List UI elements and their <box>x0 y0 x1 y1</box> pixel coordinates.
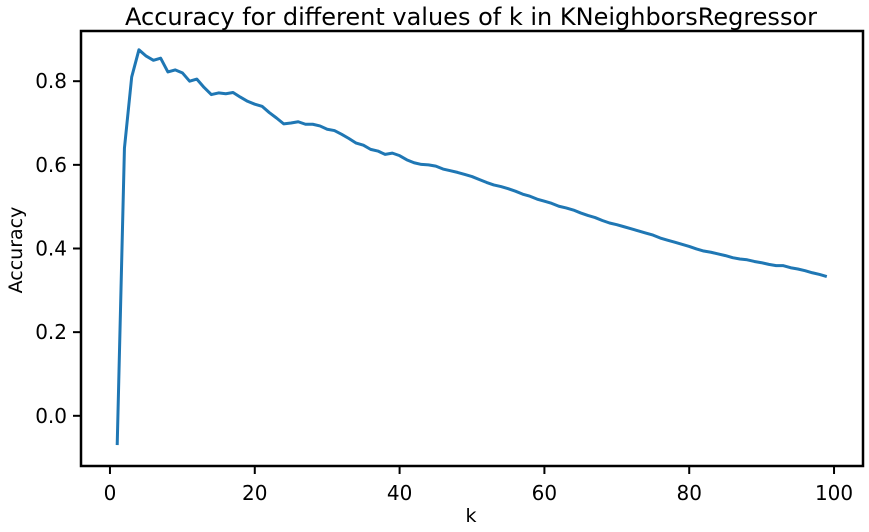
x-tick-label: 40 <box>387 481 412 505</box>
x-axis-label: k <box>465 505 476 527</box>
plot-layer <box>115 48 828 446</box>
y-tick-label: 0.4 <box>35 237 67 261</box>
x-tick-label: 60 <box>532 481 557 505</box>
chart-title: Accuracy for different values of k in KN… <box>125 3 817 31</box>
x-tick-label: 100 <box>815 481 853 505</box>
y-tick-label: 0.0 <box>35 404 67 428</box>
x-tick-label: 0 <box>104 481 117 505</box>
x-tick-label: 80 <box>676 481 701 505</box>
y-tick-label: 0.8 <box>35 69 67 93</box>
y-axis-label: Accuracy <box>5 207 27 294</box>
accuracy-series-line <box>115 48 828 446</box>
y-tick-label: 0.2 <box>35 320 67 344</box>
y-tick-label: 0.6 <box>35 153 67 177</box>
x-tick-label: 20 <box>242 481 267 505</box>
ticks-layer: 0 20 40 60 80 100 0.0 0.2 0.4 0.6 0.8 <box>35 69 853 505</box>
plot-frame <box>79 29 865 468</box>
